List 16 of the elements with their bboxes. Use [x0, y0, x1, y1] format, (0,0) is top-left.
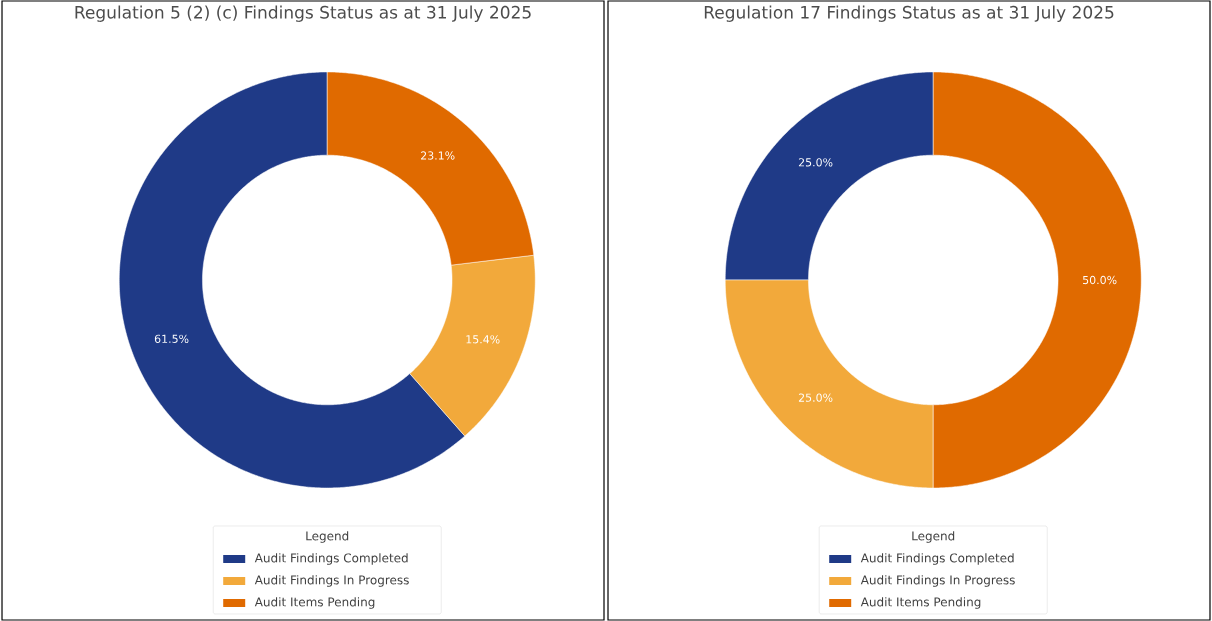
chart-title: Regulation 17 Findings Status as at 31 July 2025: [704, 5, 1114, 22]
data-label: 23.1%: [421, 151, 455, 160]
data-label: 25.0%: [798, 393, 833, 402]
legend-label: Audit Findings Completed: [860, 553, 1014, 565]
legend-label: Audit Findings In Progress: [860, 575, 1015, 587]
legend-label: Audit Findings In Progress: [254, 575, 409, 587]
data-label: 25.0%: [798, 158, 833, 167]
data-label: 15.4%: [466, 335, 500, 344]
data-label: 50.0%: [1083, 275, 1117, 285]
legend-label: Audit Items Pending: [860, 597, 981, 609]
legend-title: Legend: [306, 531, 349, 543]
legend-label: Audit Items Pending: [254, 597, 375, 609]
legend-label: Audit Findings Completed: [254, 553, 408, 565]
data-label: 61.5%: [154, 334, 189, 343]
legend-title: Legend: [912, 531, 955, 543]
chart-title: Regulation 5 (2) (c) Findings Status as at 31 July 2025: [75, 5, 531, 22]
